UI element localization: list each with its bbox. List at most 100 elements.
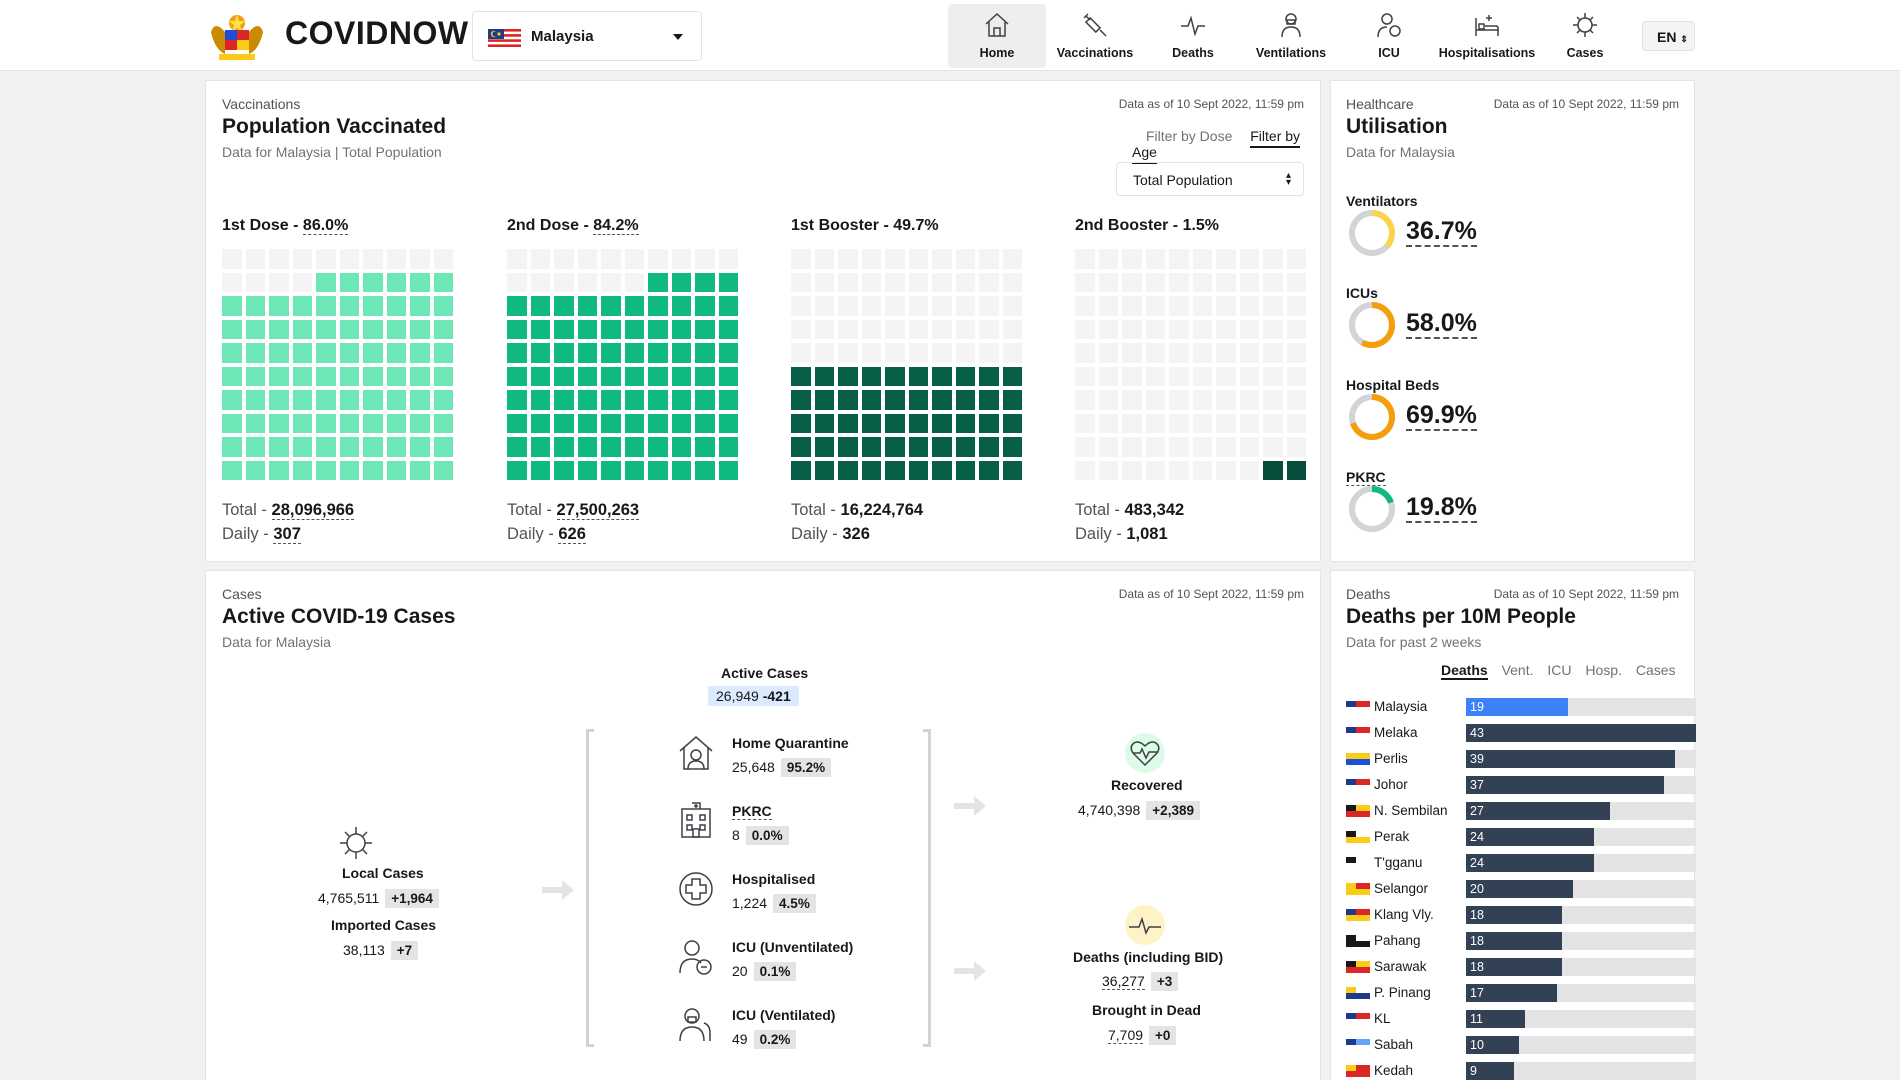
waffle-cell [554, 460, 574, 480]
bar-row[interactable]: N. Sembilan 27 [1346, 801, 1696, 821]
bar-track: 43 [1466, 724, 1696, 742]
waffle-cell [363, 343, 383, 363]
country-selector[interactable]: Malaysia [472, 11, 702, 61]
util-value[interactable]: 69.9% [1406, 401, 1477, 431]
tab-hosp[interactable]: Hosp. [1585, 662, 1622, 678]
waffle-grid [507, 249, 739, 481]
waffle-cell [1216, 366, 1236, 386]
bar-category-label: Kedah [1374, 1063, 1414, 1078]
filter-by-age-tab[interactable]: Filter by Age [1132, 128, 1301, 164]
bar-row[interactable]: Perlis 39 [1346, 749, 1696, 769]
waffle-cell [245, 390, 265, 410]
nav-home[interactable]: Home [948, 4, 1046, 68]
state-flag-icon [1346, 727, 1370, 739]
waffle-cell [292, 272, 312, 292]
nav-deaths[interactable]: Deaths [1144, 4, 1242, 68]
waffle-cell [718, 249, 738, 269]
tab-deaths[interactable]: Deaths [1441, 662, 1488, 680]
waffle-cell [695, 272, 715, 292]
waffle-cell [433, 390, 453, 410]
nav-ventilations[interactable]: Ventilations [1242, 4, 1340, 68]
top-header: COVIDNOW Malaysia Home Vaccinations Deat… [0, 0, 1900, 71]
bar-track: 17 [1466, 984, 1696, 1002]
total-value[interactable]: 28,096,966 [271, 501, 355, 520]
population-select[interactable]: Total Population ▴ ▾ [1116, 162, 1304, 196]
waffle-cell [908, 390, 928, 410]
bar-row[interactable]: Perak 24 [1346, 827, 1696, 847]
pkrc-value: 8 0.0% [732, 826, 789, 845]
waffle-cell [908, 343, 928, 363]
waffle-cell [671, 413, 691, 433]
bar-row[interactable]: Sabah 10 [1346, 1035, 1696, 1055]
bracket-left [586, 729, 594, 1047]
brand-title[interactable]: COVIDNOW [285, 15, 469, 51]
tab-cases[interactable]: Cases [1635, 662, 1676, 678]
waffle-cell [530, 249, 550, 269]
waffle-cell [1263, 249, 1283, 269]
pkrc-label[interactable]: PKRC [732, 803, 772, 820]
bar-row[interactable]: Selangor 20 [1346, 879, 1696, 899]
active-value: 26,949 [716, 688, 759, 704]
bar-row[interactable]: Klang Vly. 18 [1346, 905, 1696, 925]
bar-value-label: 18 [1470, 934, 1484, 948]
waffle-cell [601, 272, 621, 292]
bar-row[interactable]: Melaka 43 [1346, 723, 1696, 743]
virus-icon [340, 827, 372, 859]
bar-row[interactable]: Kedah 9 [1346, 1061, 1696, 1080]
nav-icu-label: ICU [1378, 46, 1400, 60]
total-value[interactable]: 27,500,263 [556, 501, 640, 520]
dose-percent[interactable]: 86.0% [302, 217, 349, 235]
waffle-cell [1169, 272, 1189, 292]
bar-track: 18 [1466, 958, 1696, 976]
nav-hospitalisations[interactable]: Hospitalisations [1438, 4, 1536, 68]
waffle-cell [1098, 366, 1118, 386]
tab-vent[interactable]: Vent. [1501, 662, 1534, 678]
bar-track: 10 [1466, 1036, 1696, 1054]
bid-count[interactable]: 7,709 [1108, 1027, 1144, 1044]
bar-category-label: Malaysia [1374, 699, 1428, 714]
waffle-cell [1263, 343, 1283, 363]
bar-row[interactable]: KL 11 [1346, 1009, 1696, 1029]
waffle-cell [1145, 366, 1165, 386]
nav-cases[interactable]: Cases [1536, 4, 1634, 68]
deaths-value: 36,277 +3 [1102, 972, 1179, 991]
waffle-cell [979, 413, 999, 433]
waffle-cell [316, 366, 336, 386]
util-value[interactable]: 58.0% [1406, 309, 1477, 339]
tab-icu[interactable]: ICU [1547, 662, 1572, 678]
language-selector[interactable]: EN ⇕ [1642, 21, 1695, 51]
waffle-cell [554, 296, 574, 316]
waffle-cell [292, 296, 312, 316]
home-quarantine-label: Home Quarantine [732, 735, 849, 751]
bar-row[interactable]: T'gganu 24 [1346, 853, 1696, 873]
daily-value[interactable]: 307 [273, 525, 301, 544]
deaths-count[interactable]: 36,277 [1102, 973, 1145, 990]
waffle-cell [624, 460, 644, 480]
bar-row[interactable]: Malaysia 19 [1346, 697, 1696, 717]
util-value[interactable]: 19.8% [1406, 493, 1477, 523]
bar-row[interactable]: Sarawak 18 [1346, 957, 1696, 977]
nav-vaccinations[interactable]: Vaccinations [1046, 4, 1144, 68]
daily-value[interactable]: 626 [558, 525, 586, 544]
util-label: ICUs [1346, 285, 1378, 301]
waffle-cell [648, 319, 668, 339]
bar-row[interactable]: P. Pinang 17 [1346, 983, 1696, 1003]
util-value[interactable]: 36.7% [1406, 217, 1477, 247]
bar-track: 18 [1466, 906, 1696, 924]
waffle-cell [885, 343, 905, 363]
coat-of-arms-logo[interactable] [205, 10, 269, 62]
waffle-cell [530, 413, 550, 433]
bar [1466, 906, 1563, 924]
nav-icu[interactable]: ICU [1340, 4, 1438, 68]
bar-category-label: Selangor [1374, 881, 1429, 896]
waffle-cell [1263, 413, 1283, 433]
waffle-cell [1239, 390, 1259, 410]
waffle-cell [339, 249, 359, 269]
filter-by-dose-tab[interactable]: Filter by Dose [1146, 128, 1233, 144]
waffle-cell [1216, 390, 1236, 410]
waffle-cell [718, 460, 738, 480]
waffle-cell [410, 343, 430, 363]
dose-percent[interactable]: 84.2% [593, 217, 639, 235]
bar-row[interactable]: Johor 37 [1346, 775, 1696, 795]
bar-row[interactable]: Pahang 18 [1346, 931, 1696, 951]
